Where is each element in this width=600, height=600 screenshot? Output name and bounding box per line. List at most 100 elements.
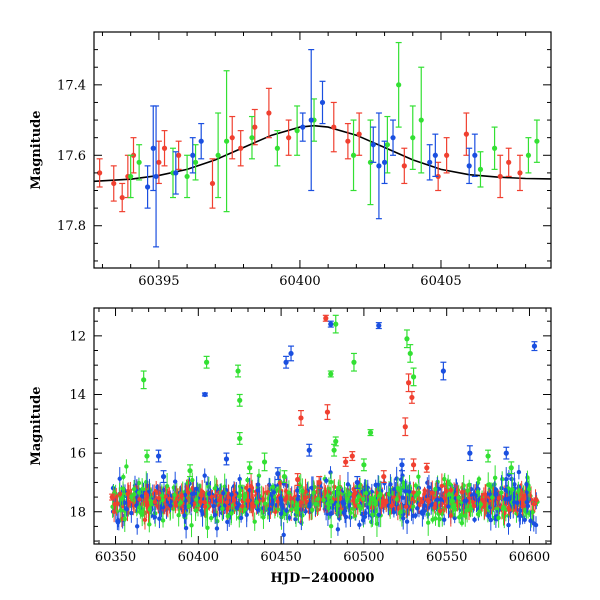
baseline-point	[182, 492, 188, 498]
data-point	[370, 142, 376, 148]
baseline-point	[429, 502, 434, 508]
baseline-point	[345, 482, 351, 487]
baseline-point	[381, 498, 387, 504]
baseline-point	[461, 483, 466, 488]
baseline-point	[516, 489, 521, 494]
data-point	[215, 152, 221, 158]
baseline-point	[391, 510, 397, 515]
data-point	[155, 453, 162, 459]
baseline-point	[444, 488, 449, 494]
baseline-point	[416, 490, 422, 495]
baseline-point	[512, 500, 517, 505]
baseline-point	[234, 505, 240, 511]
baseline-point	[451, 504, 456, 509]
x-tick-label: 60350	[95, 550, 136, 565]
data-point	[203, 359, 210, 365]
baseline-point	[510, 487, 515, 492]
data-point	[237, 397, 243, 403]
baseline-point	[524, 500, 530, 505]
baseline-point	[516, 469, 522, 475]
data-point	[497, 173, 503, 180]
baseline-point	[413, 483, 418, 488]
data-point	[384, 142, 390, 148]
baseline-point	[160, 497, 165, 503]
baseline-point	[506, 507, 512, 512]
data-point	[237, 435, 243, 442]
data-point	[407, 350, 413, 357]
baseline-point	[313, 501, 318, 507]
baseline-point	[148, 499, 154, 504]
baseline-point	[281, 532, 286, 538]
data-point	[261, 459, 268, 465]
data-point	[406, 380, 412, 386]
baseline-point	[211, 503, 216, 509]
baseline-point	[404, 519, 410, 524]
data-point	[396, 82, 402, 88]
data-point	[409, 394, 415, 401]
baseline-point	[448, 487, 454, 493]
baseline-point	[121, 474, 126, 480]
baseline-point	[454, 492, 460, 497]
y-tick-label: 17.4	[57, 78, 86, 93]
data-point	[343, 459, 349, 465]
baseline-point	[344, 496, 350, 502]
data-point	[356, 131, 362, 137]
baseline-point	[266, 496, 272, 501]
data-point	[286, 135, 292, 141]
data-point	[534, 138, 540, 144]
baseline-point	[341, 501, 347, 506]
baseline-point	[394, 497, 399, 502]
baseline-point	[263, 501, 268, 506]
baseline-point	[115, 501, 120, 506]
baseline-point	[422, 508, 428, 513]
data-point	[427, 159, 433, 165]
baseline-point	[444, 492, 450, 498]
baseline-point	[209, 494, 214, 499]
bottom-panel-lightcurve-full: 60350 60400 60450 60500 60550 60600 12 14 16 18 Ma…	[29, 307, 552, 586]
baseline-point	[164, 483, 170, 489]
baseline-point	[448, 513, 453, 518]
baseline-point	[420, 511, 425, 516]
baseline-point	[159, 493, 165, 499]
data-point	[144, 184, 151, 190]
baseline-point	[269, 501, 275, 507]
baseline-point	[361, 496, 366, 502]
baseline-point	[122, 500, 127, 505]
baseline-point	[410, 504, 415, 509]
baseline-point	[407, 489, 412, 494]
x-tick-label: 60450	[260, 550, 301, 565]
data-point	[144, 453, 150, 459]
baseline-point	[328, 479, 334, 485]
baseline-point	[351, 506, 356, 511]
data-point	[141, 377, 147, 383]
baseline-point	[463, 513, 468, 518]
baseline-point	[298, 500, 304, 505]
baseline-point	[282, 511, 287, 517]
baseline-point	[140, 486, 145, 492]
baseline-point	[245, 477, 250, 483]
data-point	[508, 465, 514, 471]
baseline-point	[416, 474, 421, 479]
data-point	[410, 462, 417, 468]
baseline-point	[134, 524, 140, 529]
baseline-point	[456, 495, 461, 500]
baseline-point	[238, 488, 243, 493]
baseline-point	[435, 497, 440, 502]
baseline-point	[160, 504, 166, 510]
baseline-point	[229, 511, 234, 516]
baseline-point	[338, 496, 343, 502]
data-point	[202, 391, 208, 398]
data-point	[316, 479, 322, 486]
baseline-point	[144, 500, 150, 505]
baseline-point	[370, 512, 375, 517]
baseline-point	[327, 511, 333, 517]
baseline-point	[225, 519, 230, 525]
baseline-point	[136, 480, 142, 486]
baseline-point	[486, 513, 491, 518]
baseline-point	[267, 507, 272, 512]
data-point	[410, 135, 416, 141]
baseline-point	[111, 509, 117, 515]
data-point	[223, 138, 230, 144]
data-point	[361, 462, 367, 468]
data-point	[517, 170, 523, 176]
